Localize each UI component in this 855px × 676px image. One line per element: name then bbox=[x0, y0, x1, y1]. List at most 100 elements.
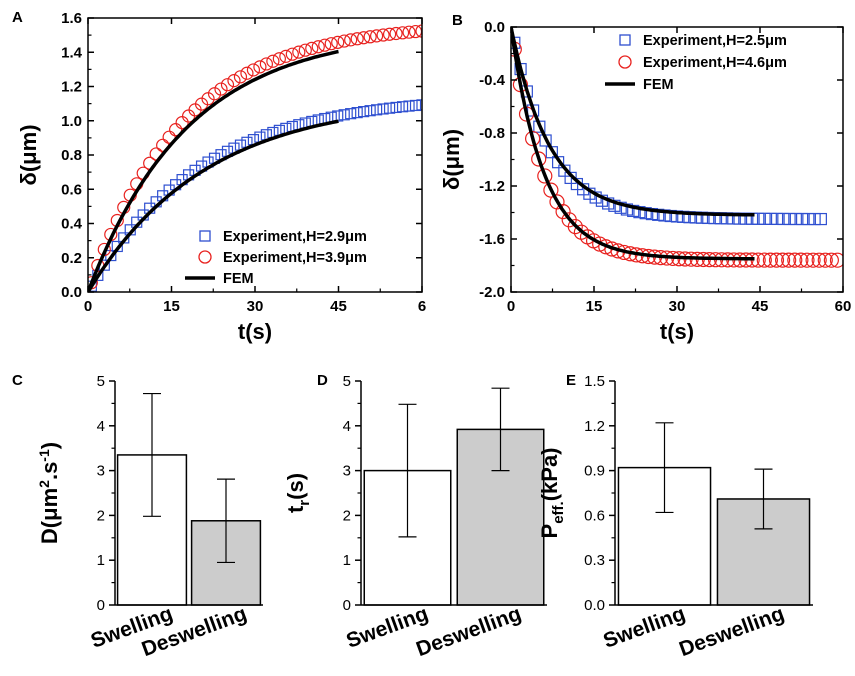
data-point bbox=[390, 101, 402, 114]
panel-label: A bbox=[12, 9, 23, 26]
data-point bbox=[253, 60, 267, 74]
data-point bbox=[787, 252, 803, 268]
data-point bbox=[416, 99, 422, 111]
y-axis-label: Peff.(kPa) bbox=[537, 448, 567, 539]
legend-label: Experiment,H=4.6μm bbox=[643, 55, 787, 71]
data-point bbox=[537, 168, 553, 184]
plot-area bbox=[511, 27, 843, 268]
data-point bbox=[764, 212, 777, 225]
y-tick-label: 0.2 bbox=[61, 250, 82, 267]
data-point bbox=[756, 252, 772, 268]
x-tick-label: 0 bbox=[84, 298, 92, 315]
fem-curve bbox=[511, 27, 755, 217]
data-point bbox=[337, 34, 351, 48]
data-point bbox=[395, 26, 410, 40]
legend-marker-square bbox=[619, 34, 631, 46]
y-axis-label: δ(μm) bbox=[16, 124, 41, 185]
data-point bbox=[752, 212, 765, 225]
y-axis-label: D(μm2.s-1) bbox=[36, 442, 62, 544]
data-point bbox=[402, 25, 416, 39]
y-tick-label: 0.4 bbox=[61, 216, 83, 233]
data-point bbox=[266, 54, 280, 68]
x-axis-label: t(s) bbox=[238, 319, 272, 344]
category-label: Deswelling bbox=[413, 602, 524, 661]
data-point bbox=[220, 78, 235, 92]
data-point bbox=[758, 212, 771, 225]
x-tick-label: 60 bbox=[835, 298, 852, 315]
y-tick-label: 0.0 bbox=[484, 19, 505, 36]
legend: Experiment,H=2.9μm Experiment,H=3.9μm FEM bbox=[185, 229, 367, 287]
data-point bbox=[338, 109, 350, 121]
y-tick-label: 1.2 bbox=[61, 79, 82, 96]
data-point bbox=[358, 106, 370, 118]
fem-curve bbox=[511, 27, 755, 261]
data-point bbox=[376, 28, 390, 42]
data-point bbox=[364, 105, 376, 117]
data-point bbox=[344, 33, 358, 47]
data-point bbox=[298, 43, 312, 57]
data-point bbox=[783, 212, 796, 226]
data-point bbox=[350, 32, 364, 46]
data-point bbox=[285, 47, 299, 61]
y-tick-label: 3 bbox=[97, 463, 105, 480]
y-tick-label: 1 bbox=[97, 552, 105, 569]
category-label: Deswelling bbox=[676, 602, 787, 661]
data-point bbox=[311, 40, 325, 54]
data-point bbox=[227, 74, 241, 88]
data-point bbox=[415, 24, 422, 38]
y-tick-label: 5 bbox=[343, 373, 351, 390]
data-point bbox=[371, 104, 383, 116]
panel-label: E bbox=[566, 372, 576, 389]
x-tick-label: 45 bbox=[330, 298, 347, 315]
y-tick-label: 1.5 bbox=[584, 373, 605, 390]
fem-curve bbox=[88, 119, 339, 292]
data-point bbox=[357, 31, 371, 45]
data-point bbox=[789, 212, 802, 226]
data-point bbox=[555, 204, 571, 220]
data-point bbox=[292, 45, 306, 59]
data-point bbox=[774, 252, 791, 268]
plot-area bbox=[88, 24, 422, 292]
data-point bbox=[240, 66, 254, 80]
legend-label: Experiment,H=3.9μm bbox=[223, 250, 367, 266]
data-point bbox=[403, 100, 415, 112]
data-point bbox=[272, 52, 286, 66]
y-tick-label: -1.6 bbox=[479, 231, 505, 248]
y-tick-label: 1 bbox=[343, 552, 351, 569]
legend-label: FEM bbox=[643, 77, 674, 93]
y-tick-label: 1.0 bbox=[61, 113, 82, 130]
data-point bbox=[377, 103, 389, 115]
y-tick-label: 0.0 bbox=[61, 284, 82, 301]
legend-label: Experiment,H=2.9μm bbox=[223, 229, 367, 245]
y-tick-label: -0.8 bbox=[479, 125, 505, 142]
y-tick-label: 0.8 bbox=[61, 147, 82, 164]
y-tick-label: 5 bbox=[97, 373, 105, 390]
y-tick-label: 0.6 bbox=[584, 507, 605, 524]
x-axis-label: t(s) bbox=[660, 319, 694, 344]
data-point bbox=[324, 37, 338, 51]
data-point bbox=[823, 252, 839, 268]
data-point bbox=[567, 218, 583, 235]
data-point bbox=[814, 212, 827, 226]
data-point bbox=[207, 87, 222, 101]
data-point bbox=[781, 252, 797, 268]
data-point bbox=[370, 29, 384, 43]
data-point bbox=[531, 151, 547, 167]
y-tick-label: 0.6 bbox=[61, 181, 82, 198]
data-point bbox=[383, 102, 396, 114]
data-point bbox=[409, 99, 422, 112]
data-point bbox=[762, 252, 778, 268]
panel-b: 0 15 30 45 60 -2.0 -1.6 -1.2 -0.8 -0.4 0.0 t(s) δ(μm… bbox=[439, 12, 851, 344]
data-point bbox=[363, 30, 377, 44]
panel-label: D bbox=[317, 372, 328, 389]
category-label: Swelling bbox=[600, 602, 688, 653]
x-tick-label: 30 bbox=[247, 298, 264, 315]
data-point bbox=[259, 57, 273, 71]
data-point bbox=[331, 35, 345, 49]
y-tick-label: -2.0 bbox=[479, 284, 505, 301]
data-point bbox=[162, 130, 176, 144]
data-point bbox=[279, 49, 293, 63]
data-point bbox=[795, 212, 809, 226]
